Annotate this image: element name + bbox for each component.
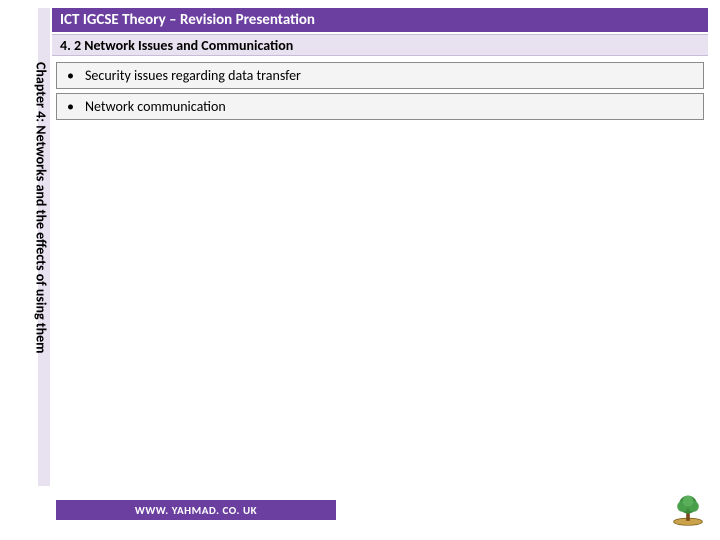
bullet-text: Network communication bbox=[85, 98, 226, 115]
bullet-text: Security issues regarding data transfer bbox=[85, 67, 301, 84]
header-title: ICT IGCSE Theory – Revision Presentation bbox=[60, 11, 315, 29]
subheader-bar: 4. 2 Network Issues and Communication bbox=[52, 34, 708, 56]
header-bar: ICT IGCSE Theory – Revision Presentation bbox=[52, 8, 708, 32]
tree-crest-logo-icon bbox=[670, 492, 706, 528]
footer-url: WWW. YAHMAD. CO. UK bbox=[135, 504, 257, 517]
content-area: • Security issues regarding data transfe… bbox=[56, 62, 704, 124]
bullet-marker: • bbox=[67, 98, 85, 115]
bullet-row: • Network communication bbox=[56, 93, 704, 120]
sidebar-chapter-label: Chapter 4: Networks and the effects of u… bbox=[33, 62, 50, 354]
bullet-marker: • bbox=[67, 67, 85, 84]
bullet-row: • Security issues regarding data transfe… bbox=[56, 62, 704, 89]
subheader-title: 4. 2 Network Issues and Communication bbox=[60, 37, 293, 54]
sidebar: Chapter 4: Networks and the effects of u… bbox=[30, 62, 52, 482]
footer-bar: WWW. YAHMAD. CO. UK bbox=[56, 500, 336, 520]
